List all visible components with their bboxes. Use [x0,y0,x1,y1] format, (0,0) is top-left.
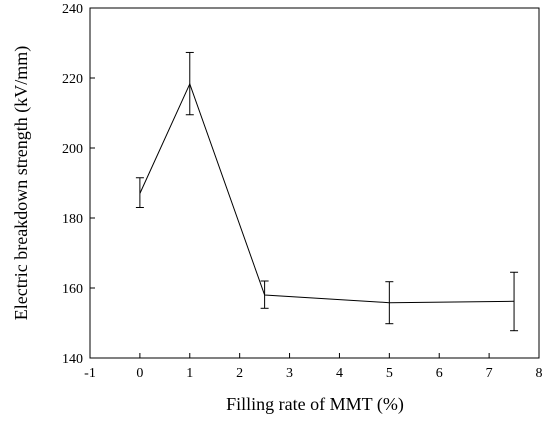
x-tick-label: 2 [236,366,243,381]
x-tick-label: 3 [286,366,293,381]
y-tick-label: 180 [62,212,83,227]
y-tick-label: 200 [62,142,83,157]
y-axis-label: Electric breakdown strength (kV/mm) [11,46,32,320]
x-axis-label: Filling rate of MMT (%) [226,394,404,415]
x-tick-label: -1 [84,366,96,381]
series-line [139,82,515,304]
axis-ticks: -1 0 1 2 3 4 5 6 7 8 140 160 180 200 220 240 [62,2,543,381]
y-tick-label: 220 [62,72,83,87]
y-tick-label: 140 [62,352,83,367]
x-tick-label: 5 [386,366,393,381]
x-tick-label: 6 [436,366,443,381]
plot-frame [89,7,540,359]
y-tick-label: 160 [62,282,83,297]
x-tick-label: 1 [186,366,193,381]
x-tick-label: 8 [536,366,543,381]
y-tick-label: 240 [62,2,83,17]
x-tick-label: 7 [486,366,493,381]
x-tick-label: 0 [136,366,143,381]
x-tick-label: 4 [336,366,343,381]
